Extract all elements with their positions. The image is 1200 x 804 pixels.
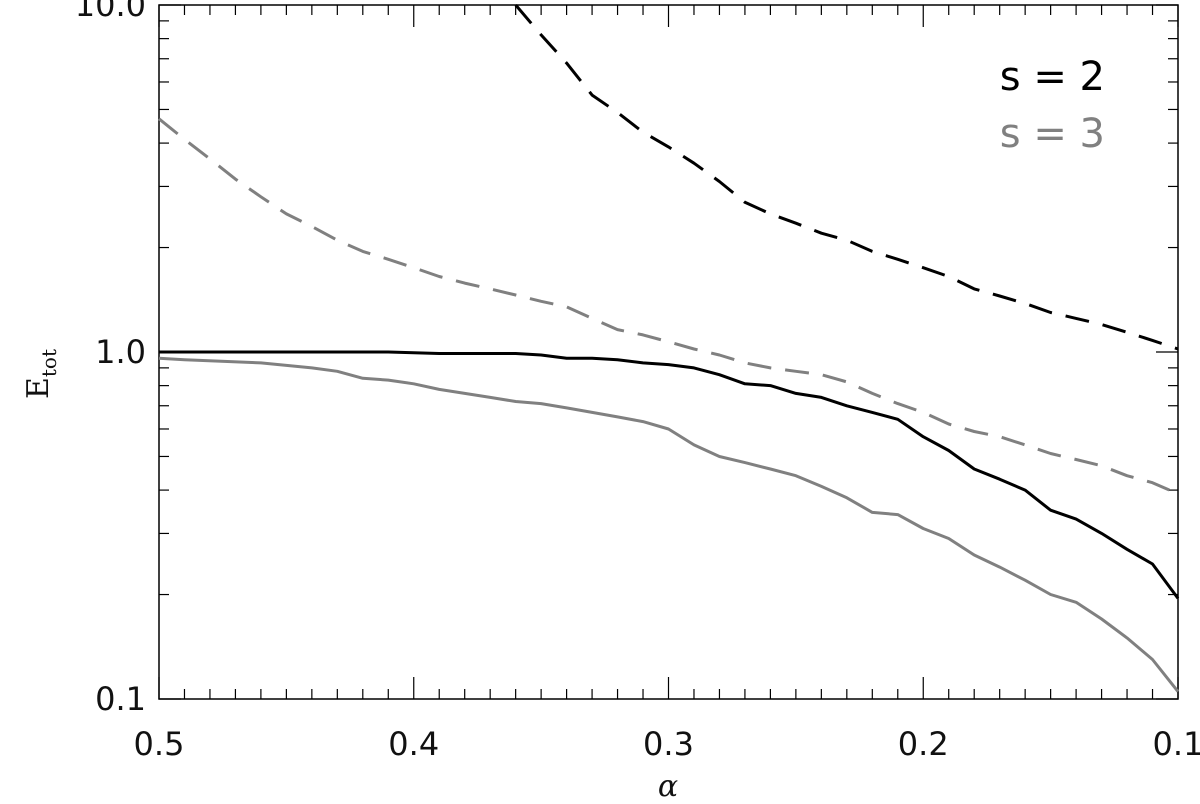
- x-tick-label: 0.1: [1153, 725, 1200, 763]
- series-line-s2-dashed: [514, 4, 1179, 351]
- svg-text:Etot: Etot: [21, 349, 61, 399]
- series-line-s3-solid: [158, 356, 1180, 693]
- y-axis-label-sub: tot: [37, 349, 61, 377]
- legend-item-s3: s = 3: [1000, 111, 1105, 157]
- series-line-s3-dashed: [158, 117, 1179, 496]
- x-tick-label: 0.4: [388, 725, 439, 763]
- y-axis-label: Etot: [21, 349, 61, 399]
- y-axis-label-main: E: [21, 377, 56, 399]
- tick-labels: 0.5 0.4 0.3 0.2 0.1 0.1 1.0 10.0: [75, 0, 1200, 763]
- series-line-s2-solid: [159, 350, 1180, 600]
- y-tick-label: 1.0: [95, 333, 146, 371]
- x-axis-label: α: [658, 769, 678, 804]
- x-tick-label: 0.5: [134, 725, 185, 763]
- legend-item-s2: s = 2: [1000, 54, 1105, 100]
- x-tick-label: 0.2: [898, 725, 949, 763]
- y-tick-label: 0.1: [95, 680, 146, 718]
- x-tick-label: 0.3: [643, 725, 694, 763]
- y-tick-label: 10.0: [75, 0, 146, 24]
- axis-ticks: [158, 4, 1179, 700]
- series-layer: [158, 4, 1180, 693]
